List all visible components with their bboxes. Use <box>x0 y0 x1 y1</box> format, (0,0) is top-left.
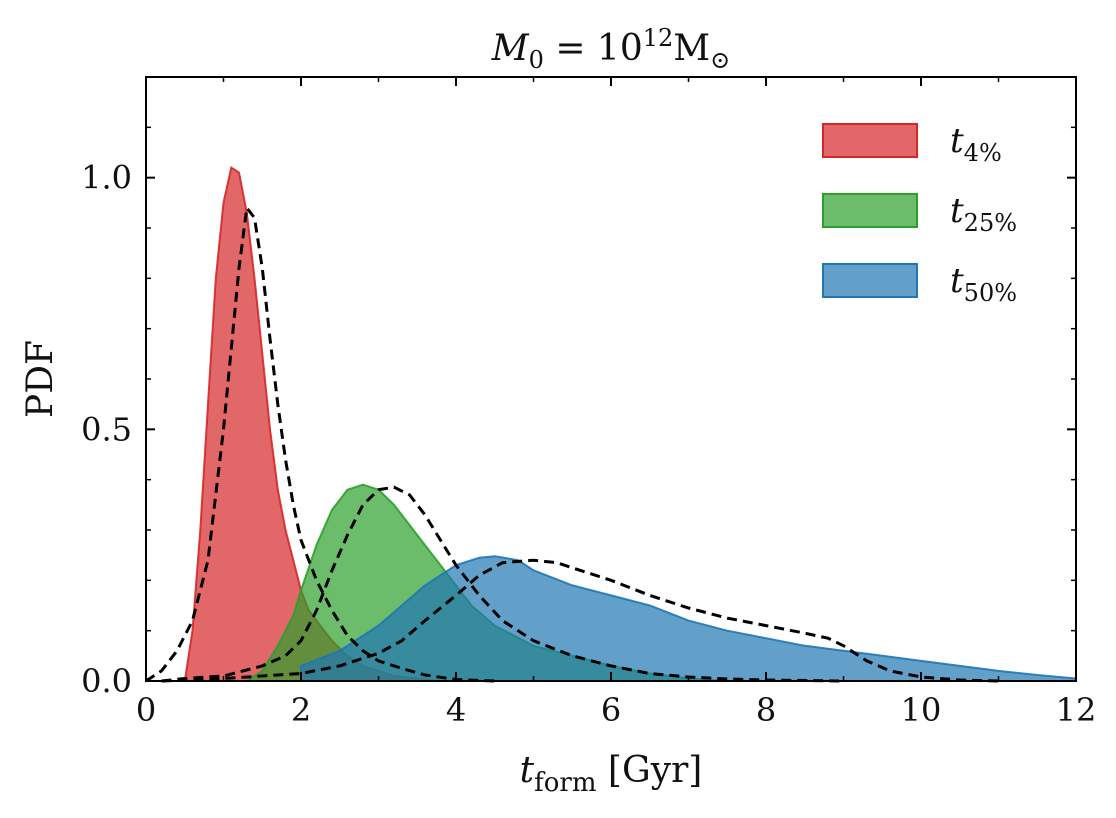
y-axis-label: PDF <box>20 340 61 418</box>
legend-label-1: t4% <box>950 121 1002 167</box>
legend-label-main: t <box>950 121 964 161</box>
filled-pdf-series-3 <box>300 555 1077 682</box>
title-unit-subscript: ⊙ <box>710 46 730 74</box>
legend-swatch-2 <box>822 193 918 228</box>
x-axis-label: tform [Gyr] <box>520 750 703 798</box>
ticks-layer: 0 2 4 6 8 10 12 0.0 0.5 1.0 <box>81 77 1096 729</box>
chart-title: M0 = 1012M⊙ <box>491 24 731 74</box>
title-unit: M <box>673 28 710 69</box>
x-tick-label: 2 <box>291 691 311 729</box>
legend: t4%t25%t50% <box>822 121 1017 307</box>
legend-label-subscript: 50% <box>964 279 1017 307</box>
y-tick-label: 0.0 <box>81 662 132 700</box>
legend-swatch-3 <box>822 263 918 298</box>
x-label-subscript: form <box>534 768 596 798</box>
x-tick-label: 4 <box>446 691 466 729</box>
series-layer <box>145 165 1077 683</box>
legend-label-subscript: 4% <box>964 139 1002 167</box>
legend-label-3: t50% <box>950 261 1017 307</box>
y-tick-label: 1.0 <box>81 159 132 197</box>
x-label-unit: [Gyr] <box>596 750 702 791</box>
x-tick-label: 0 <box>136 691 156 729</box>
dashed-pdf-series-3 <box>161 558 999 683</box>
y-tick-label: 0.5 <box>81 410 132 448</box>
x-tick-label: 6 <box>601 691 621 729</box>
x-tick-label: 10 <box>901 691 942 729</box>
x-label-main: t <box>520 750 535 791</box>
x-tick-label: 8 <box>756 691 776 729</box>
title-main: M <box>491 28 530 69</box>
legend-label-main: t <box>950 191 964 231</box>
title-equals: = 10 <box>544 28 643 69</box>
legend-label-main: t <box>950 261 964 301</box>
legend-swatch-1 <box>822 123 918 158</box>
title-subscript: 0 <box>529 46 544 74</box>
title-superscript: 12 <box>643 24 674 52</box>
x-tick-label: 12 <box>1056 691 1097 729</box>
dashed-pdf-series-1 <box>145 204 495 683</box>
legend-label-subscript: 25% <box>964 209 1017 237</box>
legend-label-2: t25% <box>950 191 1017 237</box>
dashed-pdf-series-2 <box>161 485 844 683</box>
